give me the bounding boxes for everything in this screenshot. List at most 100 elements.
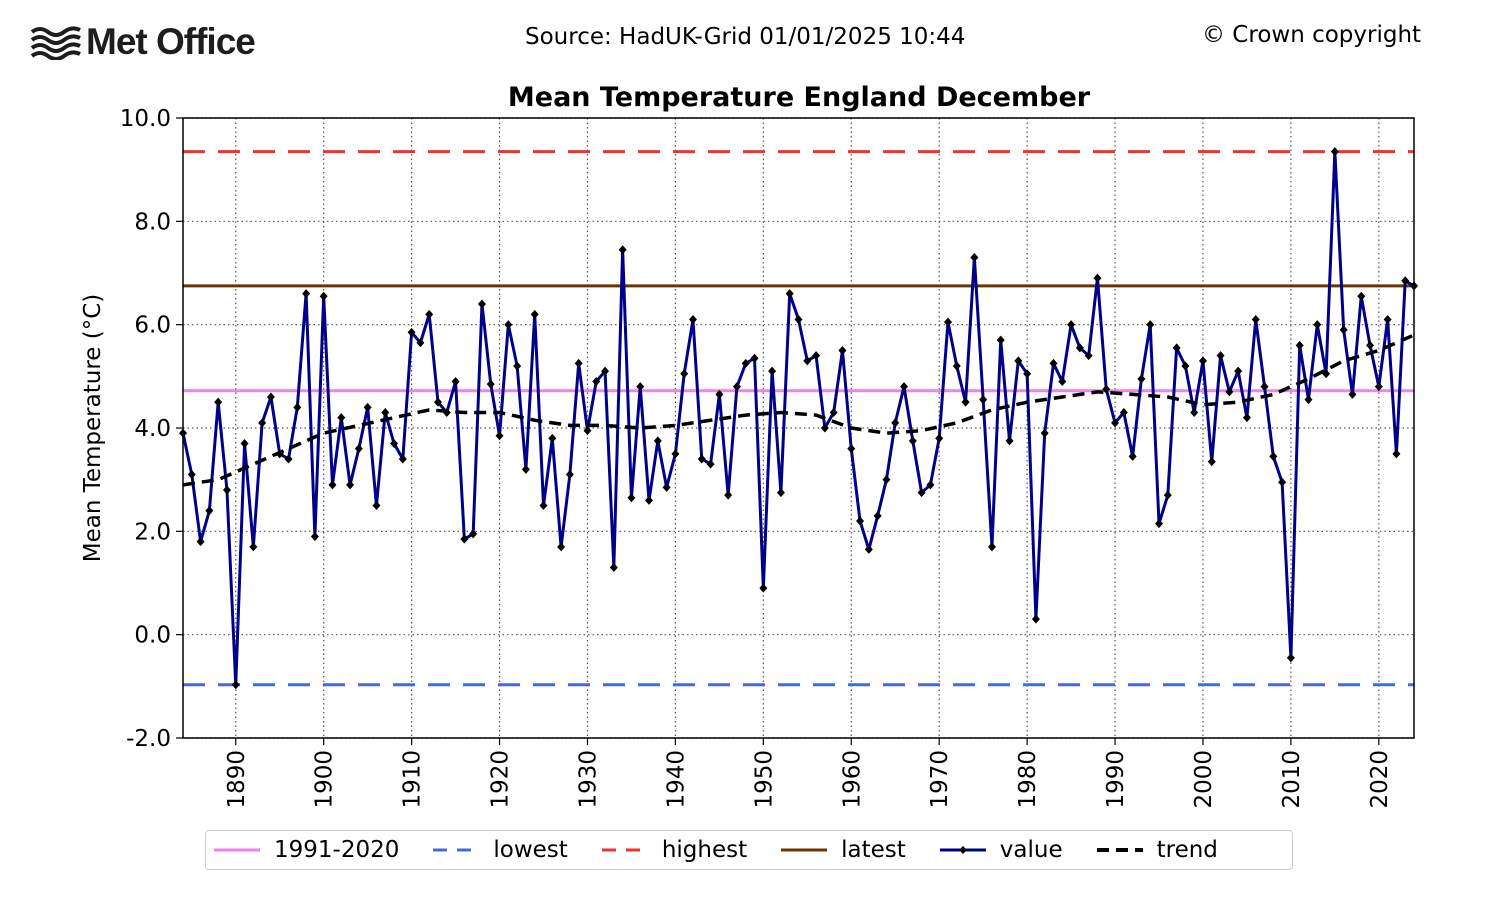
grid-layer: [183, 117, 1414, 739]
value-point: [653, 436, 662, 446]
value-point: [812, 351, 821, 361]
value-point: [636, 382, 645, 392]
value-point: [1067, 320, 1076, 330]
temperature-chart: Mean Temperature England December Mean T…: [80, 82, 1418, 809]
value-point: [1146, 320, 1155, 330]
value-point: [328, 480, 337, 490]
legend-label: latest: [841, 837, 906, 863]
value-point: [1075, 343, 1084, 353]
value-point: [697, 454, 706, 464]
logo-text: Met Office: [86, 21, 256, 62]
value-point: [1278, 477, 1287, 487]
value-point: [1014, 356, 1023, 366]
legend-item-value: value: [932, 830, 1063, 870]
value-point: [205, 506, 214, 516]
value-point: [1128, 451, 1137, 461]
value-point: [882, 475, 891, 485]
value-point: [943, 317, 952, 327]
value-point: [574, 358, 583, 368]
value-point: [266, 392, 275, 402]
legend-swatch-lowest: [433, 848, 480, 852]
value-point: [1401, 276, 1410, 286]
value-point: [732, 382, 741, 392]
value-point: [627, 493, 636, 503]
value-point: [996, 335, 1005, 345]
y-tick-label: -2.0: [126, 726, 171, 752]
value-point: [1031, 614, 1040, 624]
x-tick-label: 1930: [575, 750, 601, 809]
value-point: [864, 544, 873, 554]
y-tick-label: 8.0: [134, 209, 171, 235]
value-point: [1383, 315, 1392, 324]
value-point: [495, 431, 504, 441]
x-tick-label: 1950: [751, 750, 777, 809]
value-point: [820, 423, 829, 433]
x-tick-label: 1970: [927, 750, 953, 809]
value-point: [1304, 395, 1313, 405]
value-point: [1181, 361, 1190, 371]
value-point: [504, 320, 513, 330]
value-point: [486, 379, 495, 389]
value-point: [785, 289, 794, 299]
value-point: [856, 516, 865, 526]
x-tick-label: 2020: [1367, 750, 1393, 809]
value-point: [645, 495, 654, 505]
value-point: [557, 542, 566, 552]
value-point: [425, 309, 434, 319]
value-point: [231, 680, 240, 690]
value-point: [1269, 451, 1278, 461]
value-point: [891, 418, 900, 428]
value-point: [900, 382, 909, 392]
value-point: [1040, 428, 1049, 438]
value-point: [390, 439, 399, 448]
value-point: [970, 253, 979, 262]
value-point: [1260, 382, 1269, 392]
value-point: [706, 459, 715, 469]
value-point: [222, 485, 231, 495]
y-tick-label: 6.0: [134, 313, 171, 339]
x-tick-label: 1960: [839, 750, 865, 809]
value-point: [741, 358, 750, 368]
value-point: [776, 488, 785, 498]
value-point: [319, 291, 328, 301]
value-point: [1093, 273, 1102, 283]
y-axis-label: Mean Temperature (°C): [80, 294, 106, 563]
value-point: [847, 444, 856, 454]
value-point: [539, 501, 548, 510]
x-tick-label: 1910: [400, 750, 426, 809]
value-point: [1198, 356, 1207, 366]
value-point: [1190, 408, 1199, 417]
value-point: [768, 366, 777, 376]
source-label: Source: HadUK-Grid 01/01/2025 10:44: [525, 24, 966, 50]
legend-label: highest: [661, 837, 748, 863]
x-tick-label: 2010: [1279, 750, 1305, 809]
value-point: [724, 490, 733, 500]
legend-item-trend: trend: [1089, 830, 1218, 870]
value-point: [1330, 147, 1339, 157]
axes: -2.0 0.0 2.0 4.0 6.0 8.0 10.0 1890 1900 1910 1920 1…: [120, 106, 1415, 809]
value-point: [1251, 315, 1260, 324]
value-point: [803, 356, 812, 366]
value-point: [671, 449, 680, 459]
value-point: [293, 402, 302, 412]
value-point: [1295, 340, 1304, 350]
value-point: [513, 361, 522, 371]
value-point: [1348, 389, 1357, 399]
trend-series-line: [182, 333, 1415, 487]
x-tick-label: 1900: [312, 750, 338, 809]
value-point: [284, 454, 293, 464]
legend-label: value: [999, 837, 1063, 863]
value-point: [680, 369, 689, 379]
value-point: [1366, 340, 1375, 350]
header: Met Office Source: HadUK-Grid 01/01/2025…: [0, 0, 1500, 80]
x-tick-label: 1940: [663, 750, 689, 809]
value-point: [372, 501, 381, 510]
value-point: [1357, 291, 1366, 301]
value-point: [601, 366, 610, 376]
value-point: [583, 426, 592, 436]
value-point: [1172, 343, 1181, 353]
value-point: [1005, 436, 1014, 446]
legend-swatch-value: [939, 846, 986, 854]
value-point: [592, 377, 601, 386]
met-office-logo[interactable]: Met Office: [30, 21, 256, 62]
